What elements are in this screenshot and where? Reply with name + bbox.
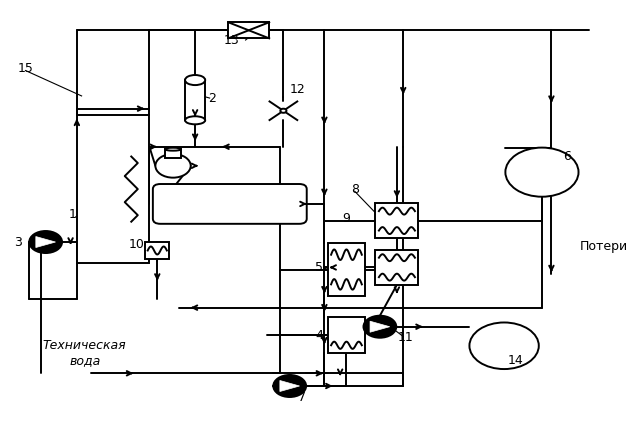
Text: 12: 12: [290, 83, 306, 96]
Bar: [77, 115, 150, 263]
Text: 3: 3: [14, 236, 22, 248]
Circle shape: [273, 375, 306, 397]
Circle shape: [363, 316, 396, 338]
Bar: [228, 22, 269, 38]
Bar: [376, 203, 419, 238]
Bar: [376, 250, 419, 285]
Circle shape: [281, 109, 286, 113]
Polygon shape: [36, 236, 55, 248]
Circle shape: [30, 231, 62, 253]
Text: Потери: Потери: [580, 240, 628, 253]
Ellipse shape: [165, 148, 181, 151]
Text: 14: 14: [507, 354, 523, 367]
Text: 6: 6: [563, 150, 571, 163]
Circle shape: [505, 148, 578, 197]
Text: 2: 2: [208, 91, 216, 105]
Text: 13: 13: [223, 34, 239, 47]
Text: 1: 1: [69, 208, 77, 221]
Polygon shape: [370, 321, 390, 332]
FancyBboxPatch shape: [153, 184, 307, 224]
Ellipse shape: [185, 116, 205, 124]
Text: 5: 5: [315, 261, 323, 274]
Bar: [328, 317, 365, 353]
Polygon shape: [280, 381, 300, 392]
Text: 8: 8: [351, 183, 359, 196]
Circle shape: [155, 154, 191, 178]
Text: 10: 10: [129, 238, 145, 251]
Text: 9: 9: [342, 212, 350, 225]
Text: 7: 7: [298, 391, 306, 404]
Ellipse shape: [185, 75, 205, 85]
Bar: [145, 242, 169, 259]
Bar: [328, 243, 365, 296]
Circle shape: [469, 323, 539, 369]
Text: 4: 4: [315, 329, 323, 341]
Text: 15: 15: [18, 62, 34, 75]
Text: Техническая
вода: Техническая вода: [43, 339, 126, 367]
Bar: [185, 80, 205, 120]
Text: 11: 11: [397, 331, 413, 344]
Bar: [165, 149, 181, 157]
